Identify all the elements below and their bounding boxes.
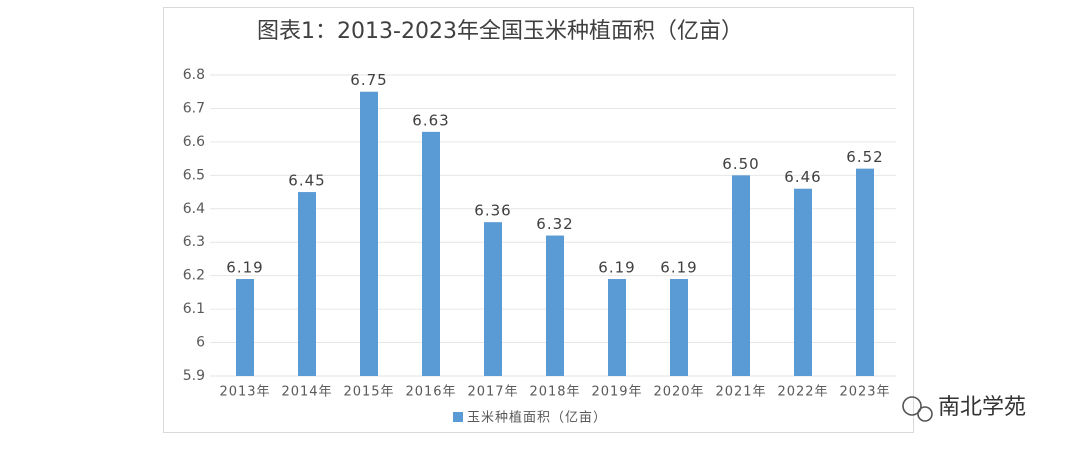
y-tick-label: 6.6 (183, 134, 205, 150)
bar (608, 279, 626, 376)
y-tick-label: 6 (196, 335, 205, 351)
value-label: 6.45 (288, 172, 325, 190)
y-tick-label: 6.4 (183, 201, 205, 217)
value-label: 6.19 (660, 259, 697, 277)
bar (856, 168, 874, 376)
x-tick-label: 2015年 (343, 385, 394, 400)
bar (670, 279, 688, 376)
x-tick-label: 2013年 (219, 385, 270, 400)
bar (422, 131, 440, 376)
bar (298, 192, 316, 376)
value-label: 6.36 (474, 202, 511, 220)
bar (484, 222, 502, 376)
bar (360, 91, 378, 376)
bar (794, 188, 812, 376)
value-label: 6.19 (598, 259, 635, 277)
y-tick-label: 6.3 (183, 234, 205, 250)
x-tick-label: 2018年 (529, 385, 580, 400)
y-tick-label: 6.8 (183, 67, 205, 83)
value-label: 6.75 (350, 71, 387, 89)
chart-title: 图表1：2013-2023年全国玉米种植面积（亿亩） (257, 19, 743, 44)
y-tick-label: 6.7 (183, 100, 205, 116)
value-label: 6.46 (784, 168, 821, 186)
value-label: 6.63 (412, 111, 449, 129)
watermark-icon (902, 396, 933, 422)
x-tick-label: 2020年 (653, 385, 704, 400)
x-tick-label: 2023年 (839, 385, 890, 400)
x-tick-label: 2022年 (777, 385, 828, 400)
y-tick-label: 6.2 (183, 268, 205, 284)
x-tick-label: 2014年 (281, 385, 332, 400)
x-tick-label: 2021年 (715, 385, 766, 400)
legend-label: 玉米种植面积（亿亩） (467, 410, 607, 426)
watermark: 南北学苑 (938, 395, 1026, 420)
value-label: 6.52 (846, 148, 883, 166)
bar (732, 175, 750, 376)
chart-frame (163, 7, 914, 433)
bar (546, 235, 564, 376)
x-tick-label: 2016年 (405, 385, 456, 400)
legend-swatch (453, 412, 463, 422)
x-tick-label: 2019年 (591, 385, 642, 400)
y-tick-label: 5.9 (183, 368, 205, 384)
value-label: 6.19 (226, 259, 263, 277)
y-tick-label: 6.5 (183, 167, 205, 183)
value-label: 6.32 (536, 215, 573, 233)
y-tick-label: 6.1 (183, 301, 205, 317)
x-tick-label: 2017年 (467, 385, 518, 400)
value-label: 6.50 (722, 155, 759, 173)
bar (236, 279, 254, 376)
